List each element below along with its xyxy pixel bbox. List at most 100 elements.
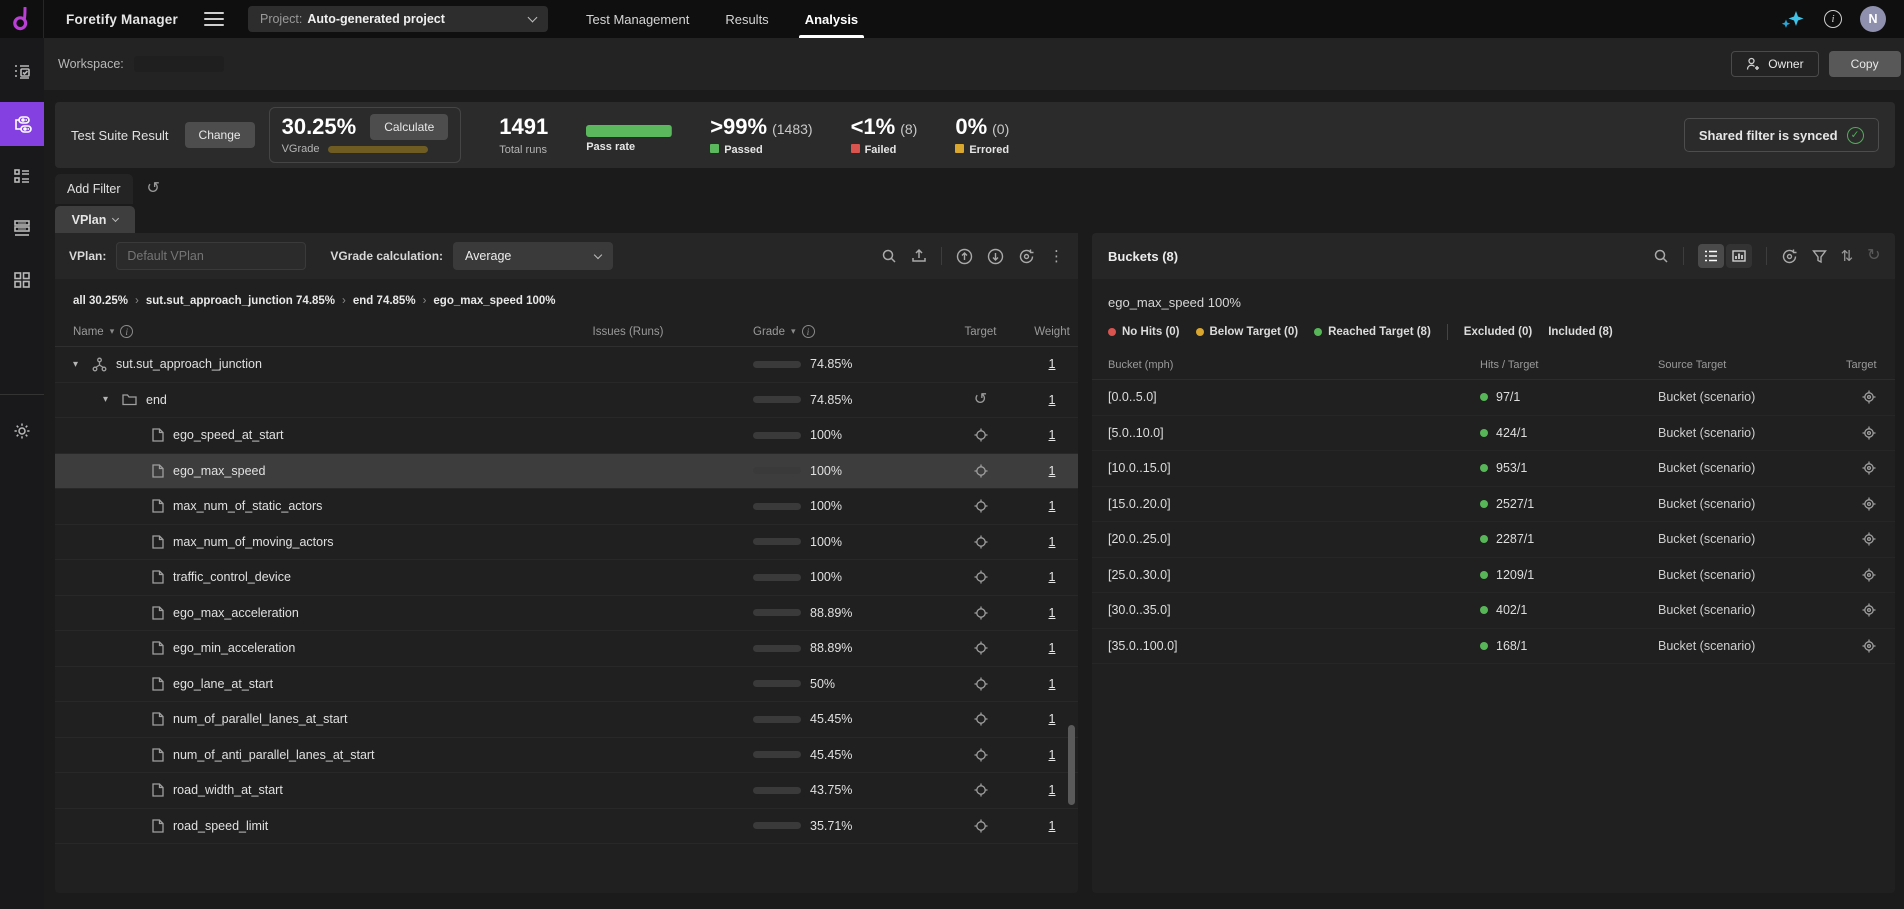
table-row[interactable]: ego_max_acceleration 88.89% 1 bbox=[55, 596, 1078, 631]
target-icon[interactable] bbox=[973, 569, 989, 585]
target-settings-icon[interactable] bbox=[1861, 496, 1877, 512]
target-icon[interactable] bbox=[973, 463, 989, 479]
sidebar-item-rows-icon[interactable] bbox=[0, 206, 44, 250]
bucket-row[interactable]: [10.0..15.0] 953/1 Bucket (scenario) bbox=[1092, 451, 1895, 487]
sort-caret-icon[interactable]: ▾ bbox=[109, 326, 115, 336]
vgrade-calc-select[interactable]: Average bbox=[453, 242, 614, 270]
tab-test-management[interactable]: Test Management bbox=[585, 11, 690, 27]
target-icon[interactable] bbox=[973, 498, 989, 514]
add-filter-button[interactable]: Add Filter bbox=[55, 174, 133, 204]
weight-link[interactable]: 1 bbox=[1048, 712, 1056, 727]
upload-icon[interactable] bbox=[911, 248, 927, 264]
weight-link[interactable]: 1 bbox=[1048, 783, 1056, 798]
bucket-row[interactable]: [15.0..20.0] 2527/1 Bucket (scenario) bbox=[1092, 487, 1895, 522]
vertical-scrollbar-thumb[interactable] bbox=[1068, 725, 1075, 805]
table-row[interactable]: max_num_of_static_actors 100% 1 bbox=[55, 489, 1078, 525]
weight-link[interactable]: 1 bbox=[1048, 392, 1056, 407]
table-row[interactable]: ▾ end 74.85% ↺ 1 bbox=[55, 383, 1078, 418]
sidebar-item-settings-gear-icon[interactable] bbox=[0, 409, 44, 453]
sidebar-item-apps-icon[interactable] bbox=[0, 258, 44, 302]
refresh-icon[interactable]: ↻ bbox=[1867, 247, 1881, 264]
table-row[interactable]: ego_max_speed 100% 1 bbox=[55, 453, 1078, 489]
target-settings-icon[interactable] bbox=[1861, 531, 1877, 547]
target-icon[interactable] bbox=[973, 782, 989, 798]
weight-link[interactable]: 1 bbox=[1048, 534, 1056, 549]
target-icon[interactable] bbox=[973, 676, 989, 692]
weight-link[interactable]: 1 bbox=[1048, 641, 1056, 656]
calculate-button[interactable]: Calculate bbox=[370, 114, 449, 140]
info-icon[interactable]: i bbox=[120, 325, 134, 338]
table-row[interactable]: num_of_parallel_lanes_at_start 45.45% 1 bbox=[55, 702, 1078, 738]
table-row[interactable]: ego_speed_at_start 100% 1 bbox=[55, 418, 1078, 454]
search-icon[interactable] bbox=[1653, 248, 1669, 264]
weight-link[interactable]: 1 bbox=[1048, 499, 1056, 514]
table-row[interactable]: max_num_of_moving_actors 100% 1 bbox=[55, 525, 1078, 560]
vplan-tab[interactable]: VPlan bbox=[55, 206, 135, 233]
info-icon[interactable]: i bbox=[801, 325, 815, 338]
import-circle-icon[interactable] bbox=[987, 248, 1004, 265]
sidebar-item-test-list-icon[interactable] bbox=[0, 50, 44, 94]
ai-sparkle-icon[interactable] bbox=[1780, 9, 1806, 29]
target-settings-icon[interactable] bbox=[1861, 638, 1877, 654]
bucket-row[interactable]: [0.0..5.0] 97/1 Bucket (scenario) bbox=[1092, 380, 1895, 416]
weight-link[interactable]: 1 bbox=[1048, 818, 1056, 833]
breadcrumb-item[interactable]: ego_max_speed 100% bbox=[433, 295, 556, 307]
shared-filter-synced-chip[interactable]: Shared filter is synced ✓ bbox=[1683, 118, 1879, 152]
weight-link[interactable]: 1 bbox=[1048, 570, 1056, 585]
user-avatar[interactable]: N bbox=[1860, 6, 1886, 32]
target-icon[interactable] bbox=[973, 818, 989, 834]
tab-results[interactable]: Results bbox=[725, 11, 769, 27]
target-settings-icon[interactable] bbox=[1861, 460, 1877, 476]
info-icon[interactable]: i bbox=[1824, 10, 1842, 28]
app-logo[interactable] bbox=[0, 0, 44, 38]
table-row[interactable]: traffic_control_device 100% 1 bbox=[55, 560, 1078, 596]
copy-button[interactable]: Copy bbox=[1828, 51, 1901, 77]
owner-button[interactable]: Owner bbox=[1731, 51, 1819, 77]
weight-link[interactable]: 1 bbox=[1048, 428, 1056, 443]
target-icon[interactable] bbox=[973, 711, 989, 727]
target-icon[interactable] bbox=[973, 534, 989, 550]
bucket-row[interactable]: [5.0..10.0] 424/1 Bucket (scenario) bbox=[1092, 416, 1895, 451]
target-settings-icon[interactable] bbox=[1861, 602, 1877, 618]
export-circle-icon[interactable] bbox=[956, 248, 973, 265]
sidebar-item-grid-list-icon[interactable] bbox=[0, 154, 44, 198]
vplan-name-input[interactable] bbox=[116, 242, 307, 270]
sidebar-item-vplan-tree-icon[interactable] bbox=[0, 102, 44, 146]
change-button[interactable]: Change bbox=[184, 122, 255, 148]
target-history-icon[interactable]: ↺ bbox=[973, 390, 988, 408]
table-row[interactable]: ▾ sut.sut_approach_junction 74.85% 1 bbox=[55, 347, 1078, 383]
expand-caret-icon[interactable]: ▾ bbox=[73, 358, 79, 370]
search-icon[interactable] bbox=[881, 248, 897, 264]
weight-link[interactable]: 1 bbox=[1048, 463, 1056, 478]
table-row[interactable]: ego_lane_at_start 50% 1 bbox=[55, 667, 1078, 702]
sort-caret-icon[interactable]: ▾ bbox=[790, 326, 796, 336]
bucket-row[interactable]: [25.0..30.0] 1209/1 Bucket (scenario) bbox=[1092, 558, 1895, 593]
list-view-button[interactable] bbox=[1697, 244, 1724, 268]
project-select[interactable]: Project: Auto-generated project bbox=[247, 6, 548, 32]
weight-link[interactable]: 1 bbox=[1048, 605, 1056, 620]
breadcrumb-item[interactable]: sut.sut_approach_junction 74.85% bbox=[145, 295, 336, 307]
bucket-row[interactable]: [35.0..100.0] 168/1 Bucket (scenario) bbox=[1092, 629, 1895, 664]
sort-icon[interactable]: ⇅ bbox=[1840, 247, 1854, 265]
weight-link[interactable]: 1 bbox=[1048, 676, 1056, 691]
weight-link[interactable]: 1 bbox=[1048, 747, 1056, 762]
weight-link[interactable]: 1 bbox=[1048, 357, 1056, 372]
tab-analysis[interactable]: Analysis bbox=[787, 0, 876, 38]
target-settings-icon[interactable] bbox=[1861, 567, 1877, 583]
bucket-row[interactable]: [20.0..25.0] 2287/1 Bucket (scenario) bbox=[1092, 522, 1895, 558]
filter-history-icon[interactable]: ↺ bbox=[146, 180, 160, 197]
kebab-menu-icon[interactable]: ⋮ bbox=[1049, 248, 1064, 265]
sync-target-icon[interactable] bbox=[1781, 248, 1798, 265]
target-icon[interactable] bbox=[973, 747, 989, 763]
target-icon[interactable] bbox=[973, 605, 989, 621]
table-row[interactable]: road_speed_limit 35.71% 1 bbox=[55, 809, 1078, 844]
expand-caret-icon[interactable]: ▾ bbox=[103, 394, 109, 406]
filter-funnel-icon[interactable] bbox=[1811, 249, 1827, 264]
chart-view-button[interactable] bbox=[1725, 244, 1752, 268]
table-row[interactable]: ego_min_acceleration 88.89% 1 bbox=[55, 631, 1078, 667]
table-row[interactable]: road_width_at_start 43.75% 1 bbox=[55, 773, 1078, 809]
menu-icon[interactable] bbox=[203, 8, 224, 30]
target-icon[interactable] bbox=[973, 640, 989, 656]
target-settings-icon[interactable] bbox=[1861, 389, 1877, 405]
target-settings-icon[interactable] bbox=[1861, 425, 1877, 441]
